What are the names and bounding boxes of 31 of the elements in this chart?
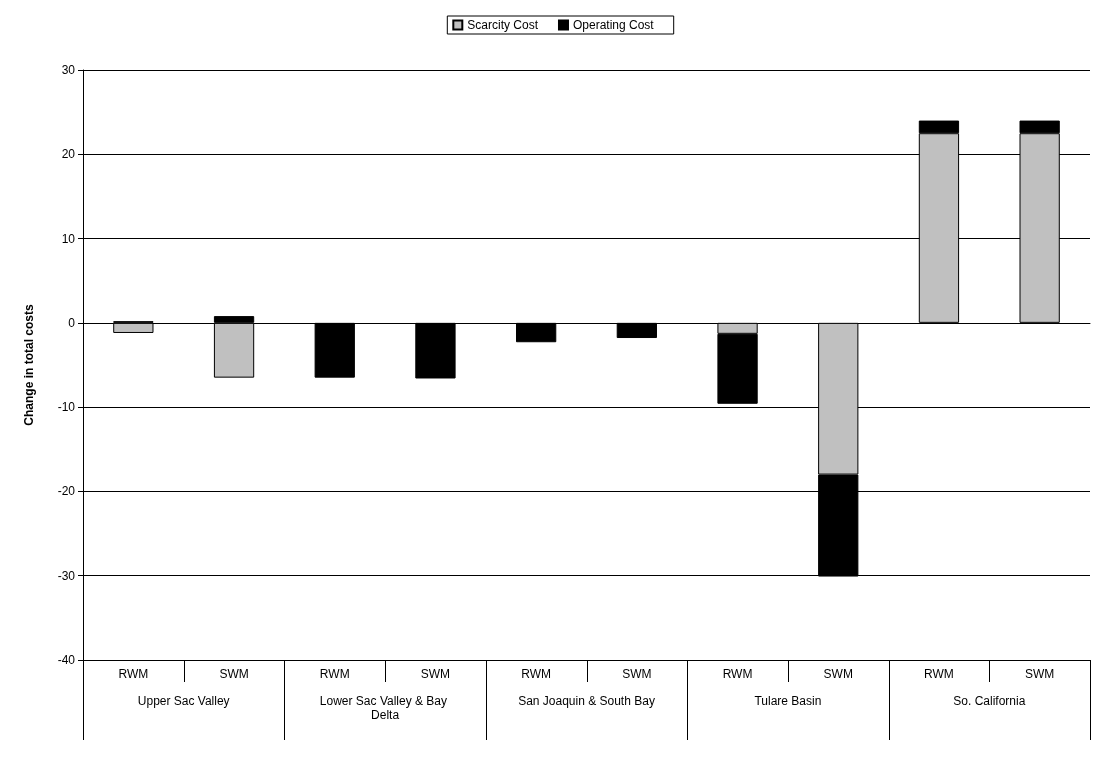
y-tick-label: -30 (57, 568, 76, 583)
x-tick-label: RWM (319, 667, 350, 681)
bar (314, 322, 355, 378)
y-tick-label: -10 (57, 400, 76, 415)
bar (516, 322, 557, 343)
text: Tulare Basin (754, 694, 822, 708)
y-tick-label: 0 (68, 315, 76, 330)
y-tick-label: -40 (57, 653, 76, 667)
x-tick-label: SWM (219, 667, 249, 681)
y-tick-label: 20 (61, 147, 76, 162)
bar (113, 322, 154, 333)
x-tick-label: RWM (118, 667, 149, 681)
y-axis-title: Change in total costs (22, 304, 36, 426)
legend-label: Scarcity Cost (467, 18, 539, 32)
bar (415, 322, 456, 379)
x-tick-label: SWM (823, 667, 853, 681)
text: Lower Sac Valley & Bay Delta (319, 694, 451, 722)
text: So. California (953, 694, 1026, 708)
text: San Joaquin & South Bay (518, 694, 655, 708)
text: Upper Sac Valley (137, 694, 230, 708)
x-tick-label: SWM (622, 667, 652, 681)
bar (616, 322, 657, 339)
x-tick-label: RWM (521, 667, 552, 681)
x-tick-label: SWM (1024, 667, 1055, 681)
y-tick-label: 30 (61, 63, 76, 77)
x-tick-label: RWM (722, 667, 753, 681)
x-tick-label: RWM (924, 667, 954, 681)
x-tick-label: SWM (420, 667, 451, 681)
legend-label: Operating Cost (572, 18, 655, 32)
y-tick-label: -20 (57, 484, 76, 499)
y-tick-label: 10 (61, 231, 76, 246)
